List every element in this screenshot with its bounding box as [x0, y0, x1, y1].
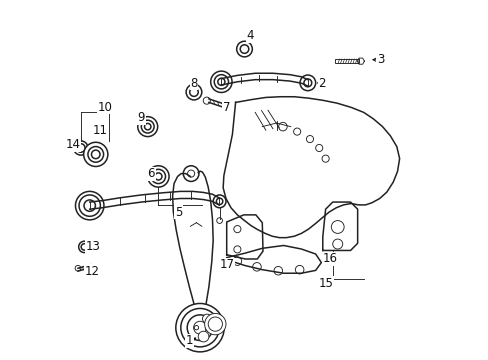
Circle shape: [193, 321, 206, 334]
Circle shape: [233, 226, 241, 233]
Circle shape: [216, 218, 222, 224]
Circle shape: [315, 144, 322, 152]
Circle shape: [210, 71, 232, 93]
Text: 4: 4: [246, 29, 254, 42]
Circle shape: [273, 266, 282, 275]
Circle shape: [176, 303, 224, 352]
Circle shape: [79, 195, 100, 216]
Circle shape: [151, 169, 165, 184]
Text: 12: 12: [84, 265, 100, 278]
Circle shape: [202, 314, 211, 323]
Text: 10: 10: [98, 100, 112, 113]
Circle shape: [147, 166, 169, 187]
Circle shape: [208, 317, 222, 331]
Circle shape: [74, 141, 88, 155]
Circle shape: [331, 221, 344, 233]
Text: 14: 14: [65, 138, 81, 151]
Circle shape: [81, 244, 87, 250]
Text: 11: 11: [93, 125, 108, 138]
Text: 3: 3: [376, 53, 384, 66]
Text: 1: 1: [185, 334, 193, 347]
Circle shape: [186, 84, 202, 100]
Circle shape: [300, 75, 315, 91]
Circle shape: [91, 150, 100, 159]
Circle shape: [83, 142, 108, 166]
Circle shape: [205, 324, 212, 331]
Circle shape: [252, 262, 261, 271]
Circle shape: [332, 239, 342, 249]
Circle shape: [155, 173, 162, 180]
Circle shape: [233, 257, 241, 265]
Text: 17: 17: [219, 258, 234, 271]
Circle shape: [306, 135, 313, 143]
Circle shape: [75, 265, 81, 271]
Circle shape: [183, 166, 199, 181]
Circle shape: [181, 309, 219, 347]
Circle shape: [322, 155, 328, 162]
Text: 13: 13: [86, 240, 101, 253]
Circle shape: [304, 79, 311, 87]
Circle shape: [236, 41, 252, 57]
Circle shape: [203, 97, 210, 104]
Circle shape: [213, 195, 225, 208]
Circle shape: [84, 200, 95, 211]
Circle shape: [77, 144, 85, 152]
Bar: [335, 59, 359, 63]
Circle shape: [233, 246, 241, 253]
Circle shape: [216, 198, 223, 204]
Circle shape: [204, 314, 225, 335]
Circle shape: [138, 117, 157, 136]
Circle shape: [278, 122, 286, 131]
Circle shape: [214, 75, 228, 89]
Text: 15: 15: [318, 277, 333, 290]
Text: 6: 6: [147, 167, 155, 180]
Circle shape: [198, 331, 208, 342]
Text: 5: 5: [175, 206, 182, 219]
Text: 16: 16: [323, 252, 337, 265]
Text: 7: 7: [223, 100, 230, 113]
Text: 8: 8: [190, 77, 197, 90]
Text: 9: 9: [137, 111, 145, 124]
Circle shape: [189, 88, 198, 96]
Circle shape: [194, 325, 198, 330]
Circle shape: [79, 241, 90, 253]
Circle shape: [187, 315, 212, 341]
Circle shape: [295, 265, 304, 274]
Circle shape: [75, 192, 104, 220]
Circle shape: [187, 170, 194, 177]
Circle shape: [293, 128, 300, 135]
Circle shape: [144, 123, 151, 130]
Text: 2: 2: [318, 77, 325, 90]
Circle shape: [88, 147, 103, 162]
Circle shape: [141, 120, 154, 133]
Circle shape: [217, 78, 224, 85]
Circle shape: [240, 45, 248, 53]
